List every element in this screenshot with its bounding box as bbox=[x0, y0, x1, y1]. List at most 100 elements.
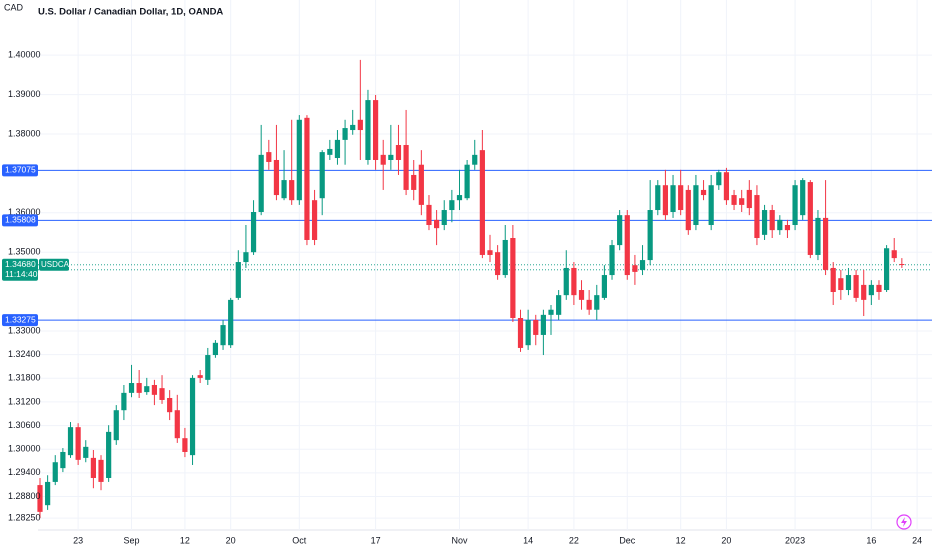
candle-body bbox=[472, 154, 478, 165]
x-tick-label: 17 bbox=[371, 535, 381, 545]
candle-body bbox=[45, 481, 51, 506]
candle-body bbox=[632, 265, 638, 272]
candle-body bbox=[685, 189, 691, 231]
candle-body bbox=[136, 383, 142, 393]
candle-body bbox=[731, 195, 737, 205]
y-tick-label: 1.36000 bbox=[8, 207, 41, 217]
x-tick-label: 12 bbox=[676, 535, 686, 545]
candle-body bbox=[197, 375, 203, 378]
candle-body bbox=[281, 180, 287, 199]
candle-body bbox=[372, 100, 379, 160]
candle-body bbox=[586, 299, 592, 310]
candle-body bbox=[861, 284, 867, 300]
candle-body bbox=[441, 210, 447, 226]
candle-body bbox=[639, 260, 646, 270]
level-label-box bbox=[2, 164, 38, 177]
candle-body bbox=[228, 299, 234, 346]
icon-bolt bbox=[901, 517, 907, 527]
symbol-box bbox=[39, 258, 69, 271]
candle-body bbox=[761, 210, 768, 235]
candle-body bbox=[868, 284, 874, 296]
candle-body bbox=[106, 431, 112, 478]
y-tick-label: 1.28250 bbox=[8, 513, 41, 523]
candle-body bbox=[891, 250, 897, 259]
candle-body bbox=[571, 267, 577, 296]
last-price-box bbox=[2, 258, 38, 281]
candle-body bbox=[167, 397, 173, 413]
candle-body bbox=[678, 185, 684, 211]
level-label-box bbox=[2, 214, 38, 227]
y-tick-label: 1.38000 bbox=[8, 128, 41, 138]
candle-body bbox=[830, 267, 836, 292]
lightning-icon[interactable] bbox=[896, 514, 912, 530]
candle-body bbox=[777, 219, 783, 231]
level-label: 1.37075 bbox=[5, 165, 36, 175]
candle-body bbox=[266, 152, 272, 162]
candle-body bbox=[357, 119, 363, 131]
candle-body bbox=[334, 139, 341, 159]
candle-body bbox=[624, 215, 630, 276]
candle-body bbox=[60, 451, 66, 469]
candle-body bbox=[418, 164, 424, 205]
candle-body bbox=[365, 100, 371, 160]
x-tick-label: Nov bbox=[451, 535, 468, 545]
candle-body bbox=[822, 217, 829, 270]
candle-body bbox=[655, 185, 661, 211]
x-tick-label: 14 bbox=[523, 535, 533, 545]
candle-body bbox=[90, 457, 96, 478]
x-tick-label: 20 bbox=[721, 535, 731, 545]
candle-body bbox=[151, 384, 158, 395]
candle-body bbox=[647, 210, 653, 261]
candle-body bbox=[540, 314, 546, 335]
candle-body bbox=[815, 217, 821, 255]
x-tick-label: 20 bbox=[226, 535, 236, 545]
candles bbox=[37, 59, 905, 519]
candle-body bbox=[617, 215, 623, 246]
y-tick-label: 1.29400 bbox=[8, 467, 41, 477]
y-tick-label: 1.31200 bbox=[8, 396, 41, 406]
candle-body bbox=[723, 172, 730, 201]
candle-body bbox=[487, 250, 493, 255]
candle-body bbox=[525, 319, 531, 346]
candle-body bbox=[128, 383, 135, 393]
candle-body bbox=[342, 128, 348, 140]
candle-body bbox=[243, 252, 249, 263]
candle-body bbox=[83, 446, 89, 458]
candle-body bbox=[853, 275, 859, 298]
y-tick-label: 1.35000 bbox=[8, 247, 41, 257]
candle-body bbox=[289, 180, 295, 201]
last-price-label: 1.34680 bbox=[5, 259, 36, 269]
candle-body bbox=[876, 284, 882, 292]
y-tick-label: 1.40000 bbox=[8, 50, 41, 60]
level-label: 1.35808 bbox=[5, 215, 36, 225]
x-tick-label: 12 bbox=[180, 535, 190, 545]
candle-body bbox=[220, 325, 226, 346]
candle-body bbox=[250, 212, 257, 253]
candle-body bbox=[113, 410, 119, 441]
candle-body bbox=[769, 210, 775, 231]
y-tick-label: 1.39000 bbox=[8, 89, 41, 99]
candle-body bbox=[754, 195, 760, 239]
candle-body bbox=[845, 275, 852, 291]
candle-body bbox=[502, 239, 508, 276]
candle-body bbox=[662, 185, 669, 216]
candle-body bbox=[807, 182, 813, 255]
x-tick-label: 24 bbox=[912, 535, 922, 545]
candle-body bbox=[121, 392, 127, 411]
candle-body bbox=[52, 462, 58, 482]
x-tick-label: 2023 bbox=[785, 535, 805, 545]
countdown: 11:14:40 bbox=[5, 269, 38, 279]
candle-body bbox=[380, 154, 386, 165]
candle-body bbox=[159, 388, 165, 400]
candle-body bbox=[67, 427, 74, 456]
candle-body bbox=[792, 185, 798, 226]
candle-body bbox=[174, 410, 180, 439]
candle-body bbox=[716, 172, 722, 186]
candle-body bbox=[533, 319, 539, 335]
y-tick-label: 1.33000 bbox=[8, 325, 41, 335]
candle-body bbox=[327, 148, 333, 155]
candle-body bbox=[784, 225, 791, 231]
candle-body bbox=[883, 248, 890, 291]
